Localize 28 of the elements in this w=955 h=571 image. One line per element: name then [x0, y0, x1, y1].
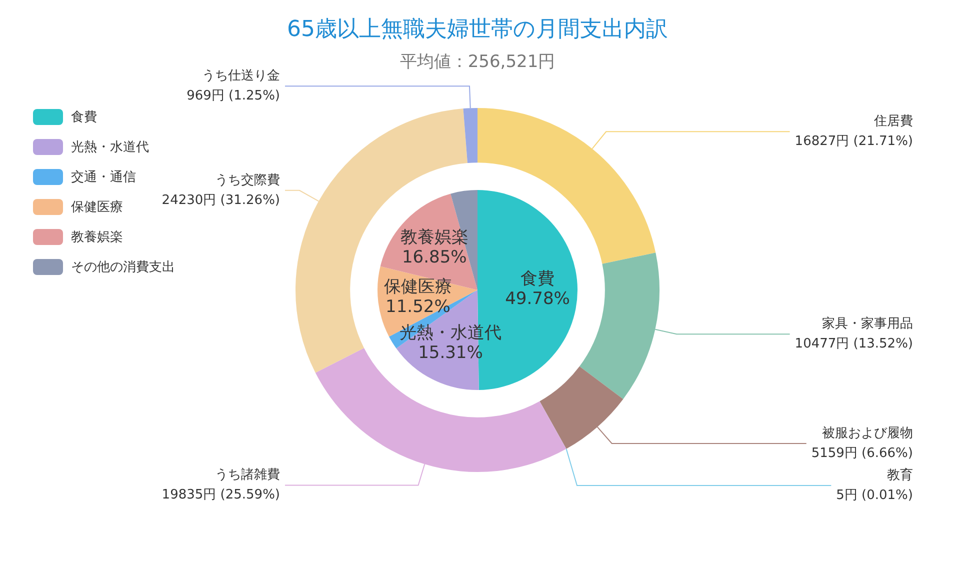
chart-subtitle: 平均値：256,521円 — [400, 52, 556, 72]
legend-label: 食費 — [71, 109, 97, 126]
data-label: 10477円 (13.52%) — [794, 336, 913, 352]
data-label: 16827円 (21.71%) — [794, 134, 913, 150]
slice-label: 家具・家事用品 — [822, 316, 913, 332]
slice-label: 保健医療 — [384, 276, 452, 297]
data-label: 19835円 (25.59%) — [162, 488, 280, 503]
legend-label: 教養娯楽 — [71, 229, 123, 246]
legend-label: その他の消費支出 — [71, 259, 175, 276]
legend-label: 保健医療 — [71, 199, 123, 216]
slice-label: 住居費 — [873, 114, 913, 130]
slice-label: うち仕送り金 — [202, 68, 280, 84]
legend-label: 交通・通信 — [71, 169, 136, 186]
chart-title: 65歳以上無職夫婦世帯の月間支出内訳 — [286, 16, 669, 44]
data-label: 11.52% — [386, 296, 450, 317]
slice-label: 被服および履物 — [822, 426, 913, 441]
legend-label: 光熱・水道代 — [71, 139, 149, 156]
data-label: 24230円 (31.26%) — [162, 192, 280, 208]
data-label: 16.85% — [402, 248, 467, 268]
data-label: 5円 (0.01%) — [836, 488, 913, 503]
data-label: 5159円 (6.66%) — [811, 446, 913, 461]
slice-label: うち交際費 — [215, 172, 280, 188]
data-label: 49.78% — [505, 289, 570, 310]
slice-label: 食費 — [520, 269, 554, 290]
data-label: 969円 (1.25%) — [186, 88, 280, 104]
slice-label: うち諸雑費 — [215, 468, 280, 483]
slice-label: 教育 — [887, 466, 913, 483]
slice-label: 教養娯楽 — [400, 228, 468, 248]
